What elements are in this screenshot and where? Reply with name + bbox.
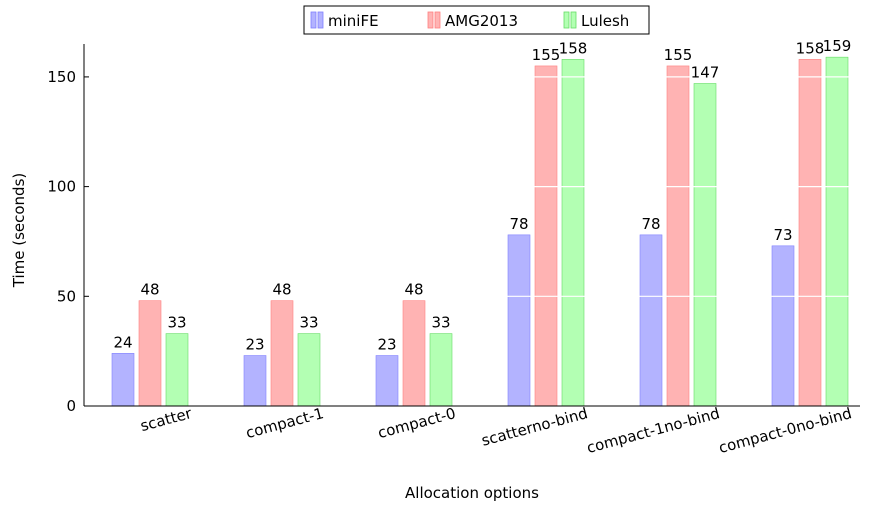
x-ticks: scatter compact-1 compact-0 scatterno-bindc… xyxy=(138,404,853,457)
legend-box xyxy=(303,5,650,35)
value-label-amg2013-compact-1: 48 xyxy=(272,281,291,299)
value-labels: 2448332348332348337815515878155147731581… xyxy=(113,37,851,353)
legend-label-lulesh: Lulesh xyxy=(581,12,629,30)
bar-minife-compact-1 xyxy=(243,355,267,407)
y-axis-title: Time (seconds) xyxy=(10,173,28,289)
bar-minife-scatter xyxy=(111,353,135,407)
bars-layer xyxy=(111,56,849,407)
bar-lulesh-compact-0no-bind xyxy=(825,56,849,407)
bar-amg2013-scatter xyxy=(138,300,162,407)
x-tick-label-compact-1no-bind: compact-1no-bind xyxy=(585,404,722,457)
legend-swatch-amg2013-b xyxy=(434,11,441,29)
value-label-lulesh-compact-0no-bind: 159 xyxy=(823,37,852,55)
value-label-lulesh-compact-0: 33 xyxy=(431,314,450,332)
legend-swatch-amg2013-a xyxy=(427,11,434,29)
value-label-lulesh-compact-1: 33 xyxy=(299,314,318,332)
legend-label-minife: miniFE xyxy=(328,12,379,30)
legend-swatch-minife-b xyxy=(317,11,324,29)
value-label-minife-scatterno-bind: 78 xyxy=(509,215,528,233)
value-label-minife-compact-1: 23 xyxy=(245,336,264,354)
y-tick-label-0: 0 xyxy=(66,397,76,415)
gridlines xyxy=(84,76,860,297)
legend-swatch-lulesh-a xyxy=(563,11,570,29)
bar-amg2013-compact-0no-bind xyxy=(798,59,822,407)
value-label-amg2013-scatterno-bind: 155 xyxy=(532,46,561,64)
value-label-amg2013-compact-0: 48 xyxy=(404,281,423,299)
x-tick-label-scatter: scatter xyxy=(138,404,194,435)
legend-swatch-minife-a xyxy=(310,11,317,29)
value-label-lulesh-scatter: 33 xyxy=(167,314,186,332)
x-axis-title: Allocation options xyxy=(405,484,539,502)
bar-amg2013-scatterno-bind xyxy=(534,65,558,407)
value-label-minife-compact-1no-bind: 78 xyxy=(641,215,660,233)
bar-lulesh-scatter xyxy=(165,333,189,407)
bar-lulesh-compact-1 xyxy=(297,333,321,407)
legend-swatch-lulesh-b xyxy=(570,11,577,29)
bar-amg2013-compact-0 xyxy=(402,300,426,407)
x-tick-label-compact-0: compact-0 xyxy=(376,404,458,442)
bar-amg2013-compact-1 xyxy=(270,300,294,407)
legend: miniFE AMG2013 Lulesh xyxy=(303,5,650,35)
value-label-amg2013-compact-1no-bind: 155 xyxy=(664,46,693,64)
bar-lulesh-scatterno-bind xyxy=(561,59,585,407)
y-tick-label-150: 150 xyxy=(47,68,76,86)
axes xyxy=(83,44,860,407)
bar-minife-compact-1no-bind xyxy=(639,234,663,407)
bar-minife-scatterno-bind xyxy=(507,234,531,407)
bar-minife-compact-0 xyxy=(375,355,399,407)
y-ticks: 0 50 100 150 xyxy=(47,68,89,415)
legend-label-amg2013: AMG2013 xyxy=(445,12,518,30)
x-tick-label-compact-0no-bind: compact-0no-bind xyxy=(717,404,854,457)
value-label-minife-compact-0: 23 xyxy=(377,336,396,354)
bar-lulesh-compact-0 xyxy=(429,333,453,407)
x-tick-label-compact-1: compact-1 xyxy=(244,404,326,442)
value-label-minife-scatter: 24 xyxy=(113,333,132,351)
value-label-amg2013-compact-0no-bind: 158 xyxy=(796,39,825,57)
value-label-minife-compact-0no-bind: 73 xyxy=(773,226,792,244)
bar-amg2013-compact-1no-bind xyxy=(666,65,690,407)
y-tick-label-100: 100 xyxy=(47,178,76,196)
value-label-amg2013-scatter: 48 xyxy=(140,281,159,299)
x-tick-label-scatterno-bind: scatterno-bind xyxy=(479,404,589,450)
y-tick-label-50: 50 xyxy=(57,287,76,305)
value-label-lulesh-scatterno-bind: 158 xyxy=(559,39,588,57)
bar-minife-compact-0no-bind xyxy=(771,245,795,407)
value-label-lulesh-compact-1no-bind: 147 xyxy=(691,63,720,81)
bar-lulesh-compact-1no-bind xyxy=(693,83,717,407)
